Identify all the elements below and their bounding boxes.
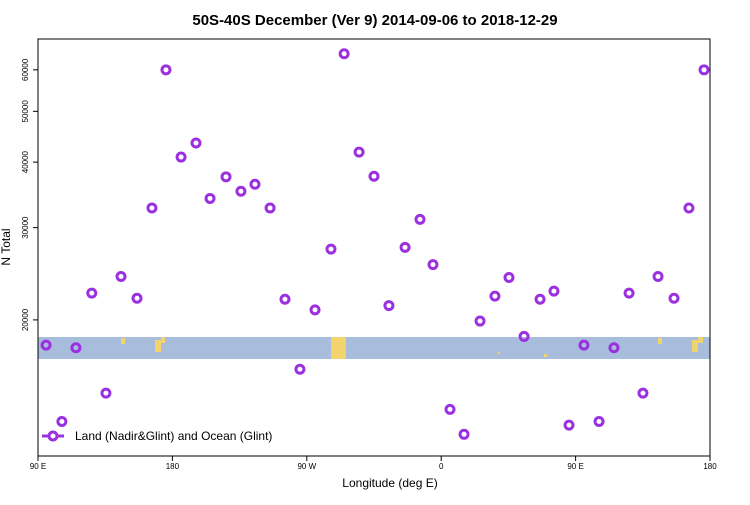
point — [414, 213, 426, 225]
x-tick-label: 180 — [166, 462, 180, 471]
point — [548, 285, 560, 297]
x-tick-label: 90 W — [297, 462, 316, 471]
x-tick-label: 90 E — [30, 462, 46, 471]
point — [593, 416, 605, 428]
point — [652, 271, 664, 283]
point — [399, 241, 411, 253]
point — [309, 304, 321, 316]
point — [40, 339, 52, 351]
point — [623, 287, 635, 299]
point — [175, 151, 187, 163]
point — [131, 292, 143, 304]
chart-title: 50S-40S December (Ver 9) 2014-09-06 to 2… — [192, 12, 557, 29]
point — [204, 192, 216, 204]
point — [668, 292, 680, 304]
y-tick-label: 30000 — [21, 216, 30, 239]
point — [220, 171, 232, 183]
point — [56, 416, 68, 428]
point — [325, 243, 337, 255]
point — [503, 271, 515, 283]
point — [427, 259, 439, 271]
point — [338, 48, 350, 60]
point — [444, 403, 456, 415]
point — [279, 293, 291, 305]
y-tick-label: 60000 — [21, 58, 30, 81]
point — [458, 428, 470, 440]
point — [190, 137, 202, 149]
point — [146, 202, 158, 214]
point — [100, 387, 112, 399]
point — [518, 330, 530, 342]
x-axis-label: Longitude (deg E) — [342, 476, 437, 490]
y-tick-label: 40000 — [21, 150, 30, 173]
x-tick-label: 90 E — [567, 462, 583, 471]
y-tick-label: 20000 — [21, 308, 30, 331]
land-spots — [121, 337, 703, 359]
point — [489, 290, 501, 302]
point — [474, 315, 486, 327]
point — [294, 363, 306, 375]
point — [264, 202, 276, 214]
point — [115, 271, 127, 283]
point — [637, 387, 649, 399]
y-axis-label: N Total — [0, 228, 13, 265]
x-tick-label: 180 — [703, 462, 717, 471]
point — [698, 64, 710, 76]
point — [249, 178, 261, 190]
y-tick-label: 50000 — [21, 100, 30, 123]
point — [70, 342, 82, 354]
point — [683, 202, 695, 214]
legend-marker — [47, 430, 59, 442]
point — [353, 146, 365, 158]
point — [563, 419, 575, 431]
legend-label: Land (Nadir&Glint) and Ocean (Glint) — [75, 429, 272, 443]
point — [86, 287, 98, 299]
point — [160, 64, 172, 76]
point — [383, 300, 395, 312]
point — [534, 293, 546, 305]
point — [235, 185, 247, 197]
point — [578, 339, 590, 351]
x-tick-label: 0 — [439, 462, 444, 471]
plot-frame — [37, 38, 711, 457]
point — [608, 342, 620, 354]
point — [368, 170, 380, 182]
land-ocean-band — [38, 337, 710, 359]
